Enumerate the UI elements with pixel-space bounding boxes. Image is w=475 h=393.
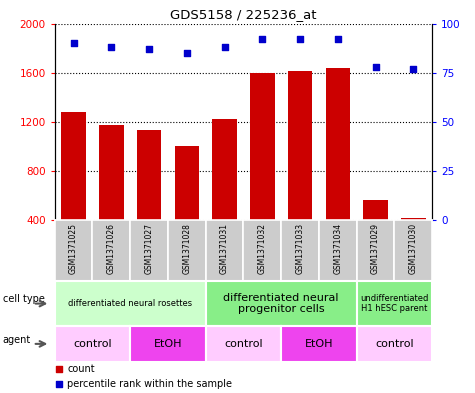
Point [409, 66, 417, 72]
Bar [250, 73, 275, 220]
Text: GSM1371030: GSM1371030 [409, 223, 418, 274]
Point [296, 36, 304, 42]
Text: control: control [73, 339, 112, 349]
Bar [61, 112, 86, 220]
Bar [401, 218, 426, 220]
Point [258, 36, 266, 42]
Bar [363, 200, 388, 220]
Bar [288, 72, 313, 220]
Text: GSM1371026: GSM1371026 [107, 223, 116, 274]
Text: GSM1371033: GSM1371033 [295, 223, 304, 274]
Text: EtOH: EtOH [154, 339, 182, 349]
Bar [99, 125, 124, 220]
Text: GSM1371032: GSM1371032 [258, 223, 267, 274]
Point [56, 380, 63, 387]
Text: count: count [67, 364, 95, 374]
Point [334, 36, 342, 42]
Text: GSM1371034: GSM1371034 [333, 223, 342, 274]
Text: agent: agent [3, 335, 31, 345]
Point [183, 50, 190, 56]
Point [372, 64, 380, 70]
Text: differentiated neural rosettes: differentiated neural rosettes [68, 299, 192, 308]
Point [145, 46, 153, 52]
Text: GSM1371027: GSM1371027 [144, 223, 153, 274]
Title: GDS5158 / 225236_at: GDS5158 / 225236_at [170, 8, 317, 21]
Text: GSM1371029: GSM1371029 [371, 223, 380, 274]
Text: differentiated neural
progenitor cells: differentiated neural progenitor cells [223, 293, 339, 314]
Point [70, 40, 77, 46]
Bar [174, 146, 199, 220]
Text: GSM1371031: GSM1371031 [220, 223, 229, 274]
Text: GSM1371028: GSM1371028 [182, 223, 191, 274]
Point [107, 44, 115, 50]
Text: control: control [224, 339, 263, 349]
Text: EtOH: EtOH [305, 339, 333, 349]
Bar [325, 68, 350, 220]
Point [221, 44, 228, 50]
Bar [137, 130, 162, 220]
Text: undifferentiated
H1 hESC parent: undifferentiated H1 hESC parent [361, 294, 428, 313]
Point [56, 366, 63, 372]
Text: percentile rank within the sample: percentile rank within the sample [67, 379, 232, 389]
Bar [212, 119, 237, 220]
Text: control: control [375, 339, 414, 349]
Text: GSM1371025: GSM1371025 [69, 223, 78, 274]
Text: cell type: cell type [3, 294, 45, 304]
